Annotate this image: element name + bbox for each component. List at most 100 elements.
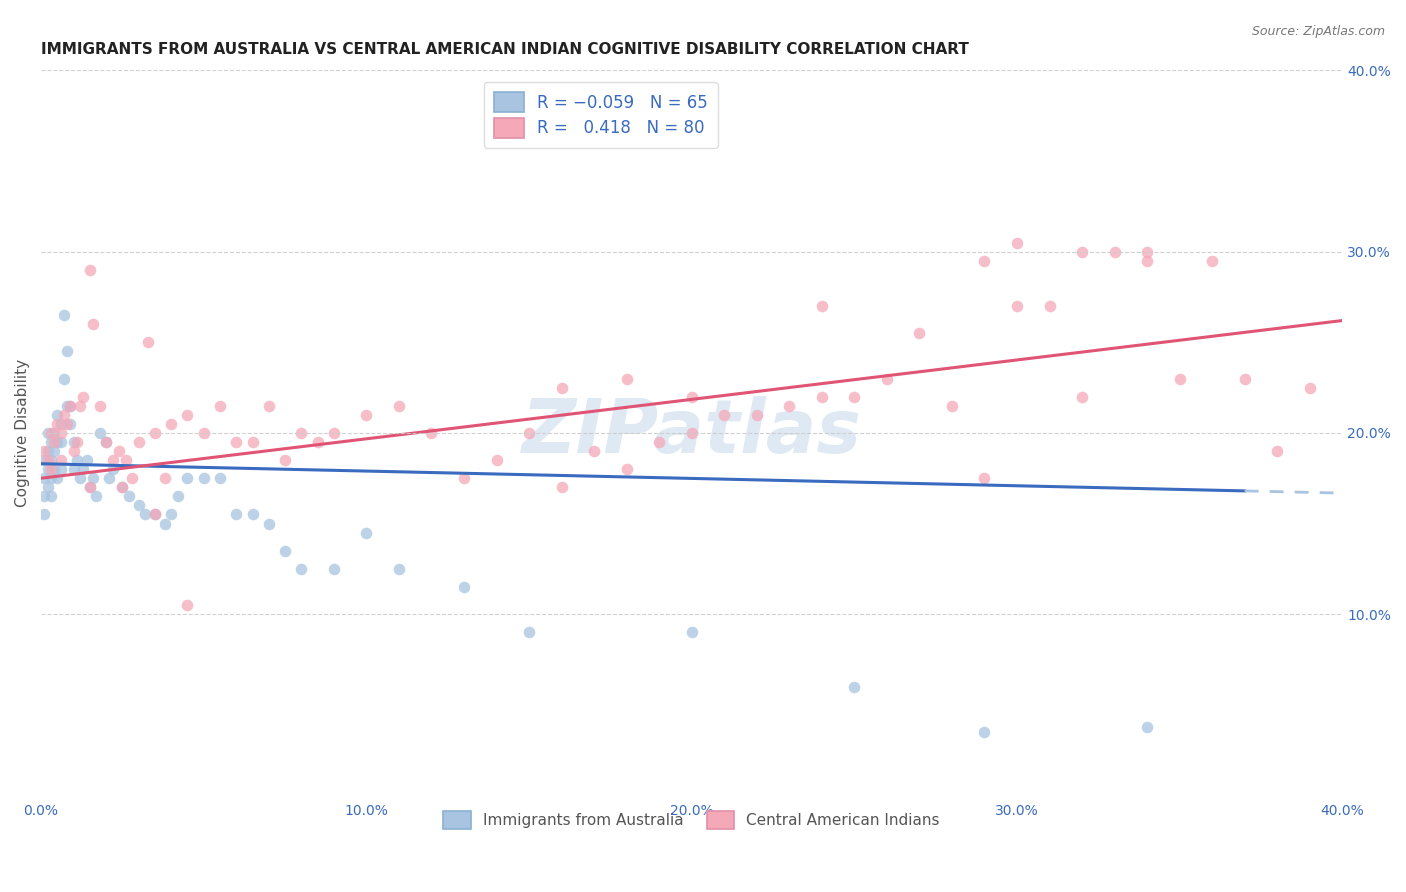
Point: [62, 462, 84, 476]
Point: [143, 508, 166, 522]
Point: [208, 399, 231, 413]
Point: [1201, 253, 1223, 268]
Text: IMMIGRANTS FROM AUSTRALIA VS CENTRAL AMERICAN INDIAN COGNITIVE DISABILITY CORREL: IMMIGRANTS FROM AUSTRALIA VS CENTRAL AME…: [41, 42, 969, 57]
Point: [844, 680, 866, 694]
Point: [1104, 244, 1126, 259]
Point: [108, 444, 131, 458]
Point: [844, 390, 866, 404]
Point: [307, 434, 329, 449]
Point: [517, 625, 540, 640]
Point: [453, 471, 475, 485]
Point: [356, 408, 378, 422]
Point: [176, 598, 198, 612]
Point: [290, 425, 312, 440]
Point: [114, 453, 136, 467]
Point: [420, 425, 443, 440]
Point: [1071, 244, 1094, 259]
Point: [66, 453, 89, 467]
Point: [176, 408, 198, 422]
Point: [118, 489, 141, 503]
Point: [242, 508, 264, 522]
Point: [76, 453, 98, 467]
Point: [49, 425, 72, 440]
Point: [193, 425, 215, 440]
Point: [37, 453, 59, 467]
Point: [356, 525, 378, 540]
Point: [134, 508, 156, 522]
Point: [583, 444, 606, 458]
Text: ZIPatlas: ZIPatlas: [522, 396, 862, 469]
Point: [66, 434, 89, 449]
Point: [648, 434, 671, 449]
Point: [274, 453, 297, 467]
Point: [388, 399, 411, 413]
Point: [72, 462, 94, 476]
Point: [257, 516, 280, 531]
Point: [121, 471, 143, 485]
Point: [1038, 299, 1060, 313]
Point: [34, 471, 56, 485]
Point: [37, 444, 59, 458]
Point: [62, 444, 84, 458]
Point: [778, 399, 800, 413]
Point: [69, 399, 91, 413]
Point: [128, 434, 150, 449]
Point: [973, 253, 995, 268]
Point: [39, 453, 62, 467]
Point: [143, 508, 166, 522]
Point: [98, 471, 121, 485]
Point: [550, 480, 572, 494]
Point: [1233, 371, 1256, 385]
Point: [56, 417, 79, 431]
Point: [1168, 371, 1191, 385]
Point: [46, 408, 69, 422]
Point: [1136, 253, 1159, 268]
Point: [225, 508, 247, 522]
Point: [96, 434, 118, 449]
Point: [59, 399, 82, 413]
Point: [1136, 244, 1159, 259]
Point: [39, 471, 62, 485]
Point: [111, 480, 134, 494]
Point: [39, 462, 62, 476]
Point: [34, 489, 56, 503]
Point: [225, 434, 247, 449]
Point: [713, 408, 735, 422]
Point: [166, 489, 188, 503]
Point: [1136, 719, 1159, 733]
Y-axis label: Cognitive Disability: Cognitive Disability: [15, 359, 30, 507]
Point: [39, 434, 62, 449]
Point: [89, 425, 111, 440]
Point: [101, 462, 124, 476]
Point: [176, 471, 198, 485]
Point: [52, 408, 75, 422]
Point: [42, 444, 65, 458]
Point: [193, 471, 215, 485]
Point: [681, 625, 703, 640]
Point: [59, 399, 82, 413]
Point: [72, 390, 94, 404]
Text: Source: ZipAtlas.com: Source: ZipAtlas.com: [1251, 25, 1385, 38]
Point: [143, 425, 166, 440]
Point: [39, 489, 62, 503]
Point: [56, 399, 79, 413]
Point: [153, 516, 176, 531]
Point: [388, 562, 411, 576]
Point: [810, 390, 832, 404]
Point: [49, 417, 72, 431]
Point: [79, 480, 101, 494]
Point: [322, 425, 344, 440]
Point: [39, 425, 62, 440]
Point: [34, 444, 56, 458]
Point: [101, 453, 124, 467]
Point: [82, 317, 104, 331]
Point: [111, 480, 134, 494]
Point: [69, 471, 91, 485]
Point: [62, 434, 84, 449]
Point: [34, 508, 56, 522]
Point: [89, 399, 111, 413]
Point: [290, 562, 312, 576]
Point: [49, 453, 72, 467]
Point: [160, 508, 183, 522]
Point: [453, 580, 475, 594]
